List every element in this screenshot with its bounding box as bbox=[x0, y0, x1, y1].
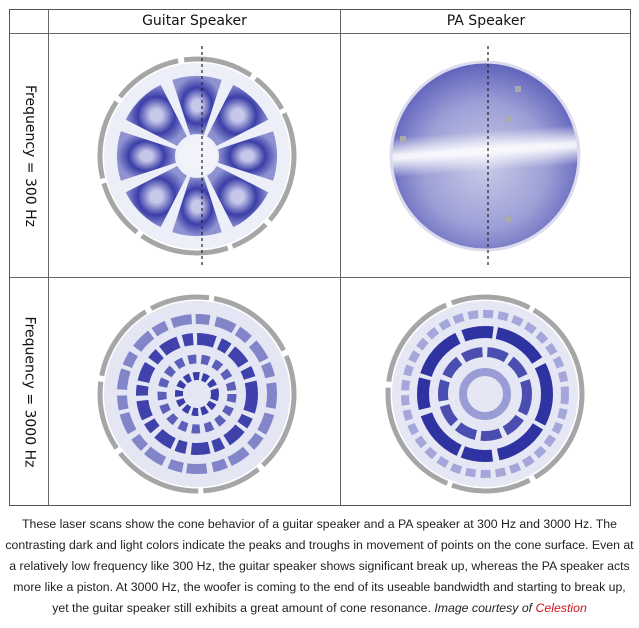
breakup-wedge bbox=[117, 131, 177, 181]
caption-text: These laser scans show the cone behavior… bbox=[5, 517, 634, 615]
breakup-wedge bbox=[125, 84, 188, 147]
rim-ring bbox=[97, 56, 297, 256]
scan-guitar-300hz bbox=[97, 46, 297, 266]
breakup-wedge bbox=[206, 84, 269, 147]
breakup-wedge bbox=[217, 131, 277, 181]
breakup-wedge bbox=[206, 165, 269, 228]
column-divider bbox=[340, 10, 341, 505]
figure-caption: These laser scans show the cone behavior… bbox=[4, 514, 635, 619]
row-label-3000hz: Frequency = 3000 Hz bbox=[21, 316, 38, 468]
column-header-guitar: Guitar Speaker bbox=[142, 13, 247, 29]
column-header-pa: PA Speaker bbox=[446, 13, 526, 29]
scan-guitar-3000hz bbox=[97, 294, 297, 494]
scan-pa-300hz bbox=[389, 46, 581, 266]
breakup-wedges bbox=[117, 76, 277, 236]
label-column-divider bbox=[48, 10, 49, 505]
rim-ring bbox=[385, 294, 585, 494]
rim-ring bbox=[97, 294, 297, 494]
breakup-wedge bbox=[172, 176, 222, 236]
row-divider bbox=[10, 277, 630, 278]
scan-comparison-table: Guitar Speaker PA Speaker Frequency = 30… bbox=[9, 9, 631, 506]
row-label-300hz: Frequency = 300 Hz bbox=[21, 84, 38, 227]
scan-pa-3000hz bbox=[385, 294, 585, 494]
header-divider bbox=[10, 33, 630, 34]
caption-credit: Image courtesy of bbox=[434, 601, 533, 615]
breakup-wedge bbox=[125, 165, 188, 228]
celestion-link[interactable]: Celestion bbox=[535, 601, 587, 615]
breakup-wedge bbox=[172, 76, 222, 136]
